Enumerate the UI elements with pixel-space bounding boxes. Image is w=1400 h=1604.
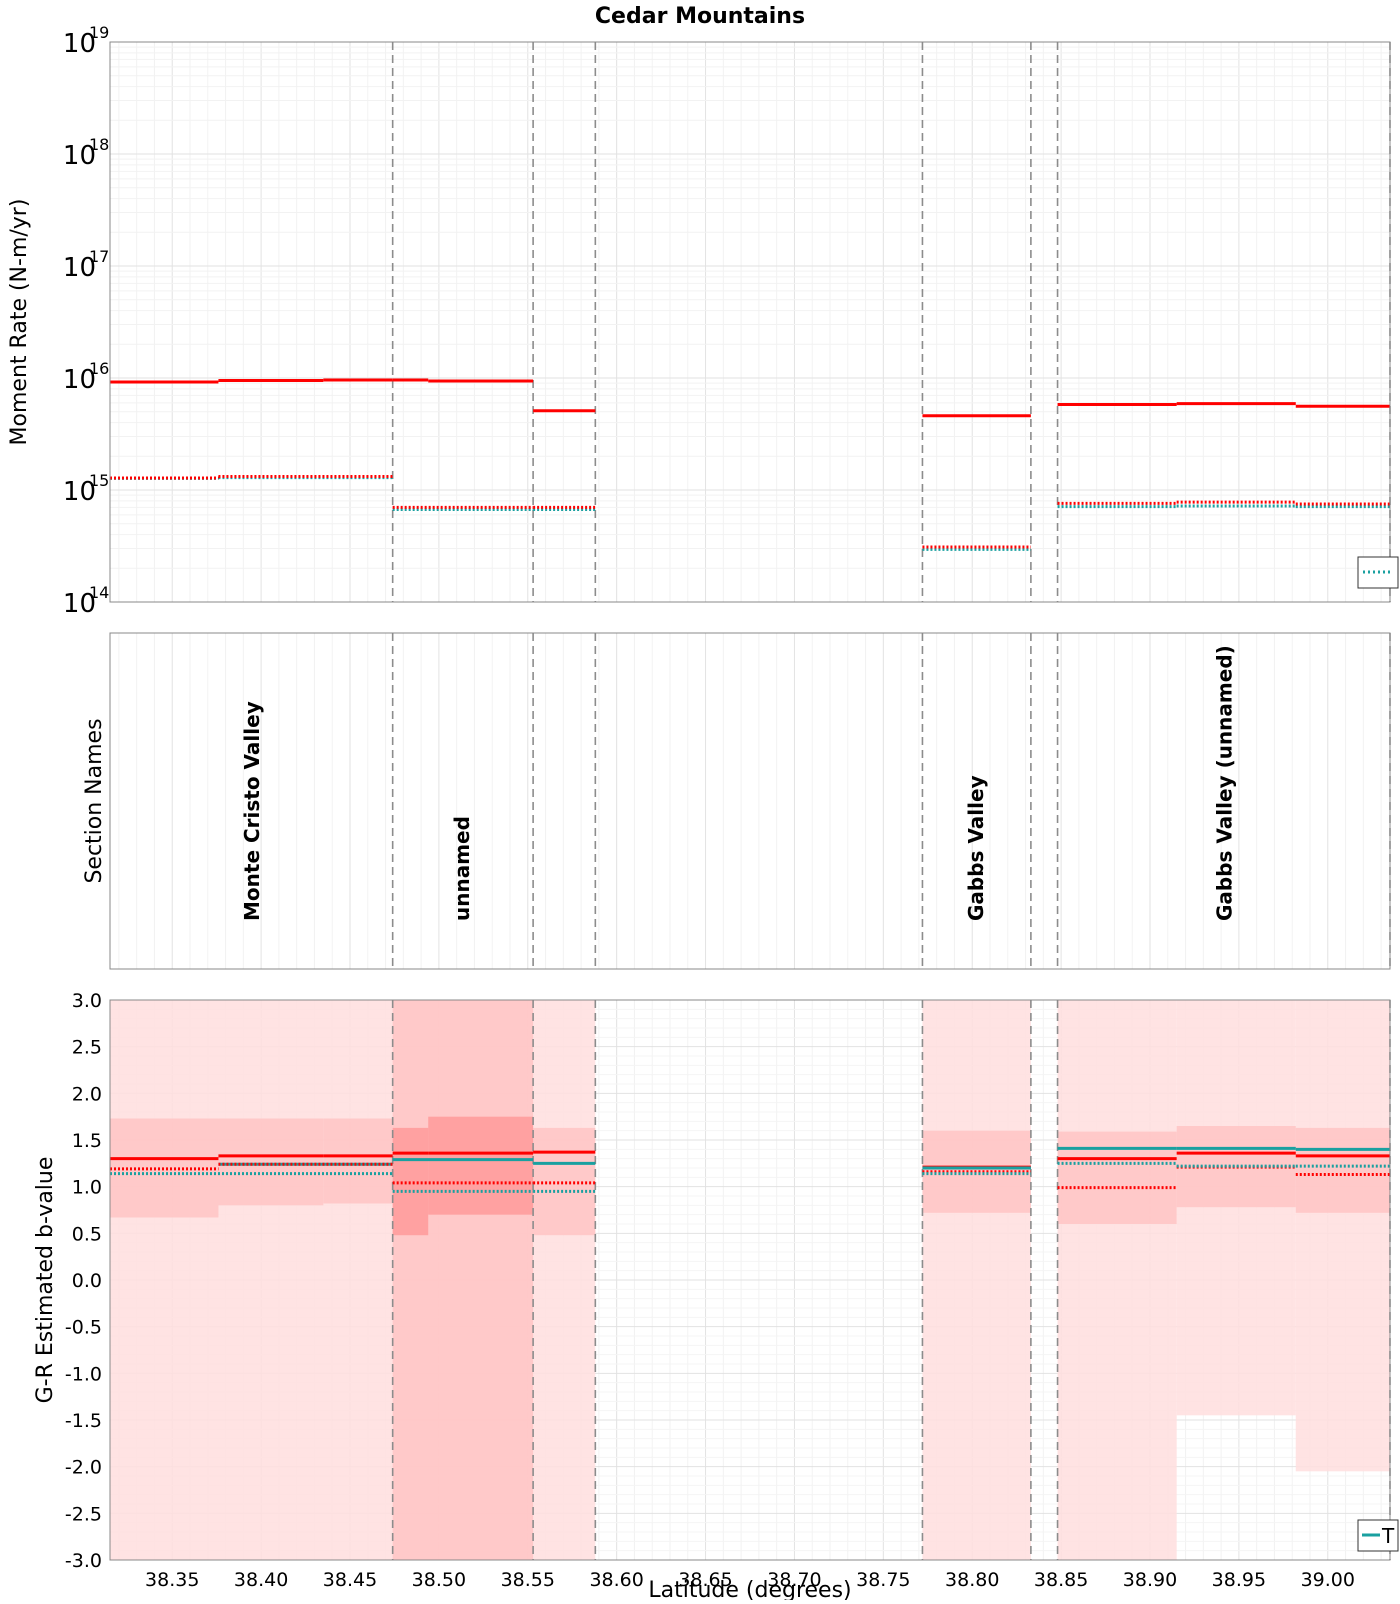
b-value-y-ticks: 3.0 2.5 2.0 1.5 1.0 0.5 0.0 -0.5 -1.0 -1.5 -2.0 -2.…: [65, 990, 102, 1572]
moment-rate-series: [110, 378, 1390, 551]
x-tick-label: 38.80: [945, 1569, 999, 1591]
y-tick-label: 2.5: [72, 1037, 102, 1059]
y-tick-exponent: 16: [89, 359, 109, 378]
b-value-uncertainty-band: [218, 1118, 324, 1206]
y-tick-label: 10: [63, 253, 96, 283]
y-tick-label: -1.0: [65, 1363, 102, 1385]
y-tick-exponent: 19: [89, 23, 109, 42]
x-tick-label: 38.95: [1212, 1569, 1266, 1591]
b-value-uncertainty-band: [1176, 1126, 1296, 1208]
x-tick-label: 38.50: [412, 1569, 466, 1591]
moment-rate-grid: [110, 42, 1390, 603]
b-value-uncertainty-band: [428, 1116, 534, 1215]
b-value-uncertainty-band: [323, 1118, 393, 1204]
b-value-legend: T: [1357, 1519, 1399, 1552]
x-tick-label: 38.45: [323, 1569, 377, 1591]
y-tick-label: 10: [63, 589, 96, 619]
y-tick-label: 0.0: [72, 1270, 102, 1292]
section-names-frame: [109, 632, 1391, 970]
y-tick-label: 3.0: [72, 990, 102, 1012]
b-value-uncertainty-band: [1057, 1131, 1177, 1224]
b-value-legend-text: T: [1381, 1524, 1395, 1548]
y-tick-label: 2.0: [72, 1083, 102, 1105]
x-tick-label: 38.40: [234, 1569, 288, 1591]
moment-rate-legend: [1357, 556, 1399, 589]
b-value-x-ticks: 38.35 38.40 38.45 38.50 38.55 38.60 38.65 38.70…: [145, 1569, 1355, 1591]
y-tick-label: 10: [63, 29, 96, 59]
b-value-uncertainty-band: [533, 1127, 596, 1236]
y-tick-label: 0.5: [72, 1223, 102, 1245]
b-value-series: [110, 1146, 1390, 1193]
y-tick-exponent: 15: [89, 471, 109, 490]
y-tick-label: -0.5: [65, 1317, 102, 1339]
section-name-label: Monte Cristo Valley: [240, 701, 264, 921]
x-tick-label: 38.70: [767, 1569, 821, 1591]
y-tick-label: -2.5: [65, 1503, 102, 1525]
axes-frames: [109, 41, 1391, 1561]
b-value-uncertainty-band: [1176, 1000, 1296, 1416]
b-value-uncertainty-band: [922, 1000, 1031, 1560]
section-labels: Monte Cristo Valley unnamed Gabbs Valley Ga…: [240, 645, 1236, 921]
y-tick-exponent: 14: [89, 583, 109, 602]
moment-rate-ylabel: Moment Rate (N-m/yr): [7, 199, 32, 446]
section-name-label: unnamed: [450, 816, 474, 921]
x-tick-label: 38.65: [678, 1569, 732, 1591]
x-tick-label: 38.60: [589, 1569, 643, 1591]
y-tick-label: 10: [63, 365, 96, 395]
b-value-frame: [109, 999, 1391, 1561]
b-value-xlabel: Latitude (degrees): [648, 1578, 851, 1600]
b-value-bands: [110, 1000, 1390, 1560]
y-tick-label: -1.5: [65, 1410, 102, 1432]
y-tick-label: -3.0: [65, 1550, 102, 1572]
y-tick-label: -2.0: [65, 1457, 102, 1479]
b-value-uncertainty-band: [1295, 1127, 1390, 1213]
b-value-uncertainty-band: [392, 1000, 534, 1560]
b-value-uncertainty-band: [1295, 1000, 1390, 1472]
x-tick-label: 38.90: [1123, 1569, 1177, 1591]
section-names-ylabel: Section Names: [82, 718, 107, 883]
x-tick-label: 38.85: [1034, 1569, 1088, 1591]
b-value-ylabel: G-R Estimated b-value: [33, 1157, 58, 1404]
y-tick-label: 1.0: [72, 1177, 102, 1199]
y-tick-label: 10: [63, 141, 96, 171]
y-tick-exponent: 18: [89, 135, 109, 154]
section-name-label: Gabbs Valley (unnamed): [1213, 645, 1237, 921]
section-names-grid: [118, 633, 1382, 969]
chart-title: Cedar Mountains: [595, 4, 805, 29]
b-value-uncertainty-band: [922, 1130, 1031, 1213]
y-tick-exponent: 17: [89, 247, 109, 266]
y-tick-label: 10: [63, 477, 96, 507]
section-name-label: Gabbs Valley: [964, 775, 988, 921]
moment-rate-frame: [109, 41, 1391, 603]
b-value-uncertainty-band: [110, 1118, 219, 1218]
x-tick-label: 38.35: [145, 1569, 199, 1591]
x-tick-label: 39.00: [1301, 1569, 1355, 1591]
b-value-uncertainty-band: [1057, 1000, 1177, 1560]
x-tick-label: 38.55: [501, 1569, 555, 1591]
y-tick-label: 1.5: [72, 1130, 102, 1152]
x-tick-label: 38.75: [856, 1569, 910, 1591]
